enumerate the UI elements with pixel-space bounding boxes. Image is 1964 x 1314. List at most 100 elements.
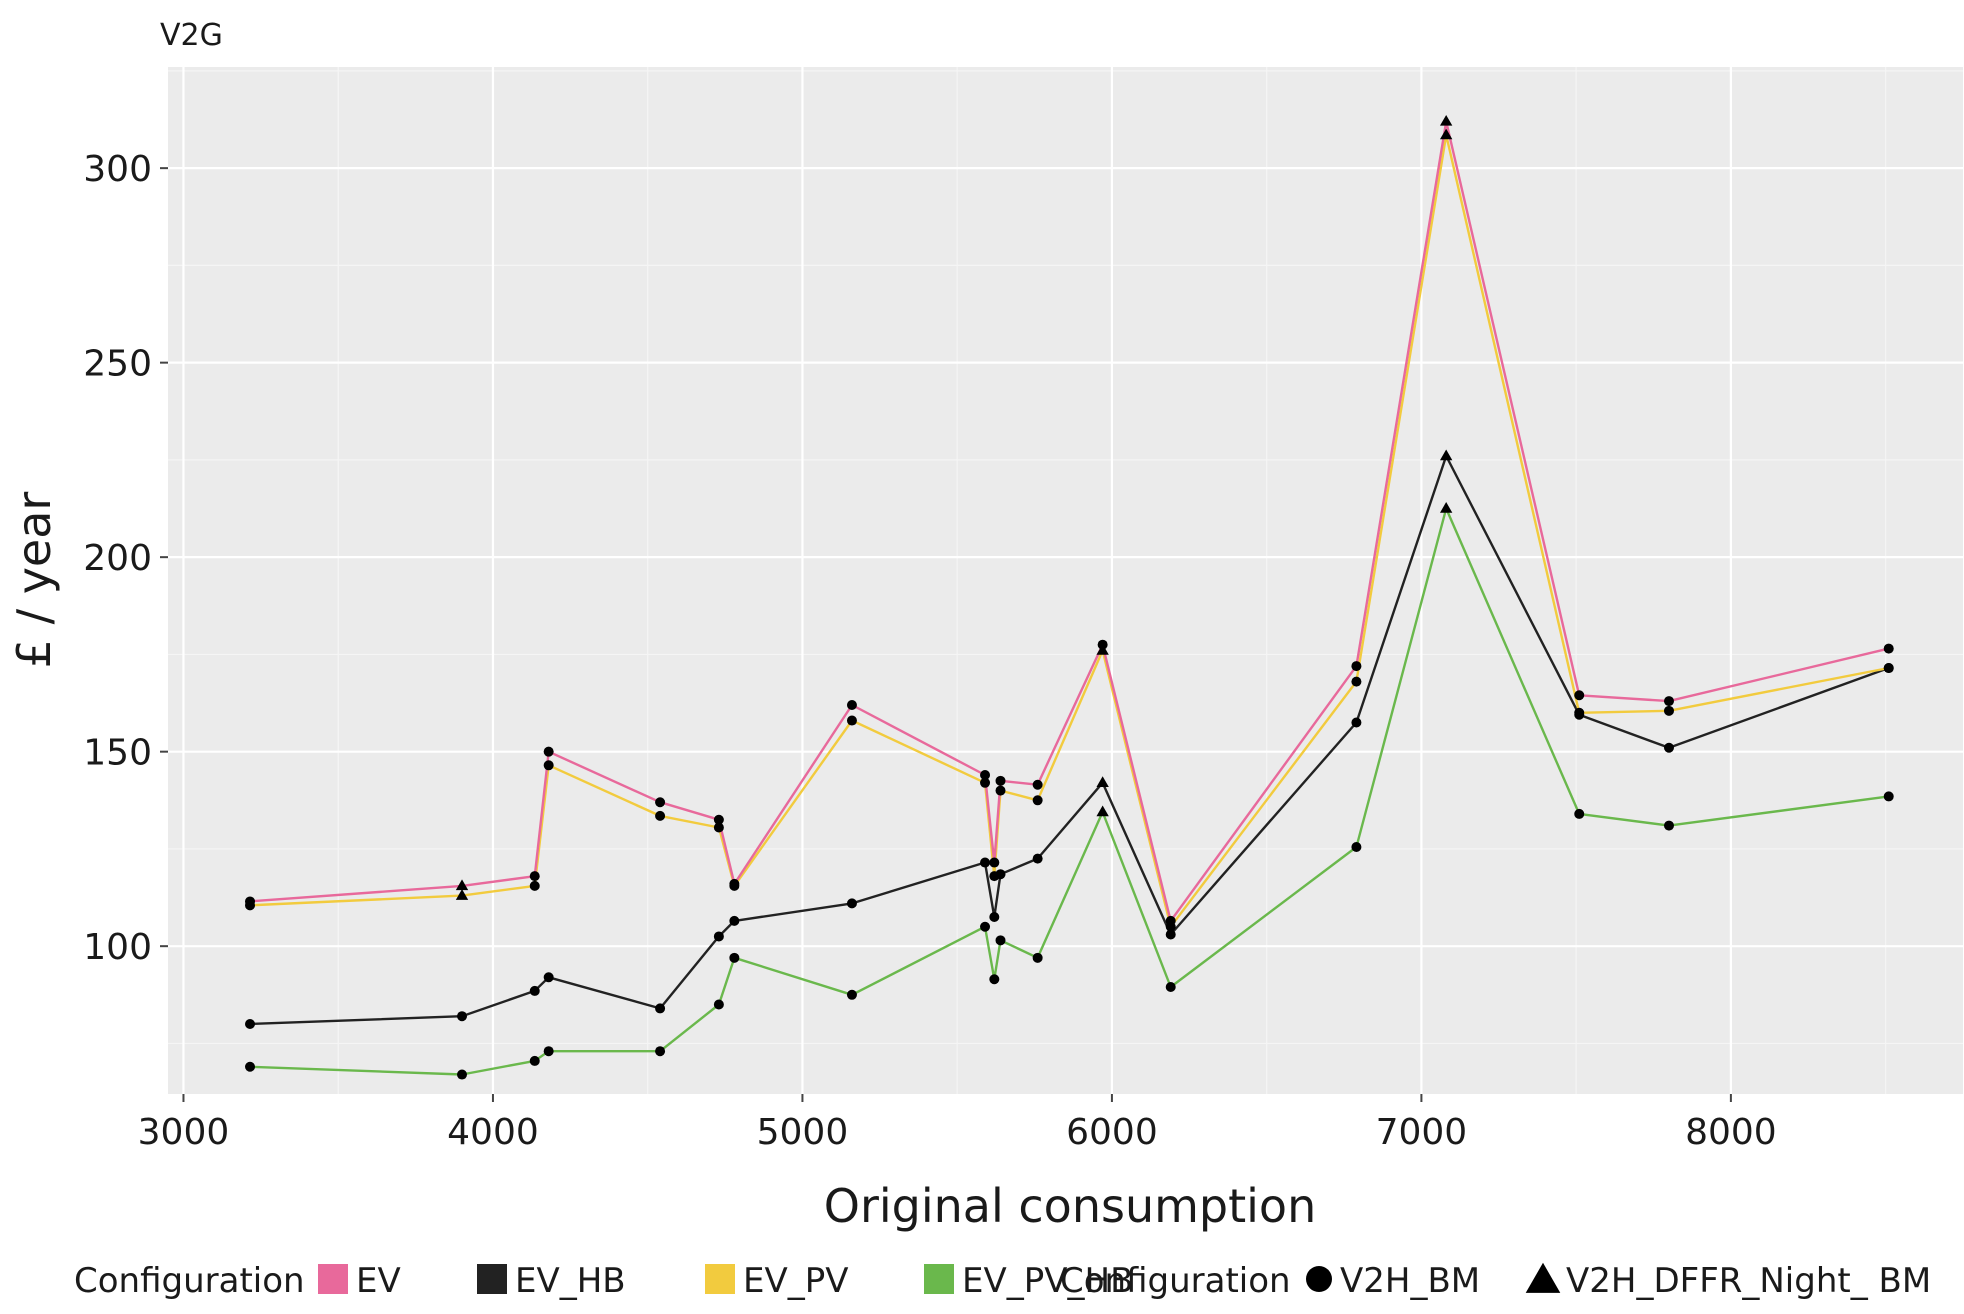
- data-point-ev-pv-hb: [713, 999, 724, 1010]
- data-point-ev-pv: [846, 715, 857, 726]
- data-point-ev-pv: [1351, 676, 1362, 687]
- data-point-ev-hb: [713, 931, 724, 942]
- data-point-ev: [245, 896, 256, 907]
- data-point-ev-pv-hb: [729, 952, 740, 963]
- legend-key-ev: [318, 1264, 348, 1294]
- data-point-ev-hb: [543, 972, 554, 983]
- legend-key-v2h-dffr-night-bm: [1525, 1262, 1561, 1293]
- data-point-ev-pv-hb: [543, 1046, 554, 1057]
- data-point-ev-pv-hb: [989, 974, 1000, 985]
- data-point-ev: [1351, 661, 1362, 672]
- y-tick-label: 200: [83, 538, 152, 579]
- data-point-ev: [1032, 779, 1043, 790]
- chart-title: V2G: [160, 18, 223, 53]
- data-point-ev-pv-hb: [1574, 808, 1585, 819]
- data-point-ev: [1165, 915, 1176, 926]
- data-point-ev-hb: [1165, 929, 1176, 940]
- data-point-ev-pv-hb: [995, 935, 1006, 946]
- data-point-ev-pv-hb: [1351, 841, 1362, 852]
- data-point-ev-pv: [989, 871, 1000, 882]
- data-point-ev-pv: [1574, 707, 1585, 718]
- data-point-ev-pv: [995, 785, 1006, 796]
- data-point-ev-pv: [655, 810, 666, 821]
- data-point-ev-hb: [846, 898, 857, 909]
- legend-label-ev: EV: [356, 1261, 401, 1301]
- data-point-ev-pv: [529, 880, 540, 891]
- data-point-ev-pv-hb: [245, 1061, 256, 1072]
- x-axis: 3000 4000 5000 6000 7000 8000: [138, 1094, 1777, 1153]
- data-point-ev-pv: [543, 760, 554, 771]
- legend-shape-title: Configuration: [1060, 1261, 1291, 1301]
- data-point-ev-hb: [457, 1011, 468, 1022]
- y-tick-label: 150: [83, 733, 152, 774]
- data-point-ev: [543, 746, 554, 757]
- data-point-ev-hb: [1096, 776, 1109, 788]
- data-point-ev-pv-hb: [1663, 820, 1674, 831]
- data-point-ev: [729, 878, 740, 889]
- x-tick-label: 8000: [1685, 1112, 1777, 1153]
- x-axis-label: Original consumption: [824, 1179, 1316, 1233]
- data-point-ev: [529, 871, 540, 882]
- data-point-ev-pv-hb: [529, 1055, 540, 1066]
- data-point-ev-pv-hb: [457, 1069, 468, 1080]
- x-tick-label: 4000: [447, 1112, 539, 1153]
- data-point-ev-pv: [455, 889, 469, 900]
- legend-key-ev-pv: [705, 1264, 735, 1294]
- data-point-ev: [1574, 690, 1585, 701]
- data-point-ev: [1097, 639, 1108, 650]
- x-tick-label: 3000: [138, 1112, 230, 1153]
- legend-label-ev-pv: EV_PV: [743, 1261, 849, 1301]
- minor-grid: [168, 67, 1963, 1094]
- data-point-ev-hb: [980, 857, 991, 868]
- x-tick-label: 7000: [1376, 1112, 1468, 1153]
- legend-key-v2h-bm: [1306, 1266, 1332, 1292]
- data-point-ev: [713, 814, 724, 825]
- data-point-ev-pv-hb: [1096, 805, 1109, 817]
- data-point-ev-pv-hb: [1032, 952, 1043, 963]
- y-axis: 100 150 200 250 300: [83, 149, 168, 968]
- data-point-ev: [1663, 696, 1674, 707]
- data-point-ev-pv: [980, 777, 991, 788]
- legend-key-ev-pv-hb: [924, 1264, 954, 1294]
- data-point-ev: [980, 770, 991, 781]
- data-point-ev-hb: [655, 1003, 666, 1014]
- legend-label-v2h-bm: V2H_BM: [1340, 1261, 1480, 1301]
- data-point-ev-pv-hb: [846, 989, 857, 1000]
- data-point-ev-pv-hb: [1439, 502, 1453, 513]
- series-points: [245, 114, 1894, 1080]
- x-tick-label: 6000: [1066, 1112, 1158, 1153]
- data-point-ev-pv: [1032, 795, 1043, 806]
- legend-label-ev-hb: EV_HB: [515, 1261, 626, 1301]
- x-tick-label: 5000: [757, 1112, 849, 1153]
- data-point-ev-pv-hb: [980, 921, 991, 932]
- data-point-ev-hb: [989, 911, 1000, 922]
- data-point-ev-pv: [1883, 663, 1894, 674]
- data-point-ev: [1883, 643, 1894, 654]
- y-tick-label: 100: [83, 927, 152, 968]
- legend-key-ev-hb: [477, 1264, 507, 1294]
- legend: Configuration EV EV_HB EV_PV EV_PV_HBConfigu…: [74, 1261, 1931, 1301]
- legend-label-v2h-dffr-night-bm: V2H_DFFR_Night_ BM: [1566, 1261, 1931, 1301]
- data-point-ev-pv-hb: [655, 1046, 666, 1057]
- legend-color-title: Configuration: [74, 1261, 305, 1301]
- data-point-ev-hb: [1032, 853, 1043, 864]
- data-point-ev-hb: [245, 1018, 256, 1029]
- data-point-ev-hb: [1663, 742, 1674, 753]
- data-point-ev: [455, 879, 469, 891]
- y-tick-label: 300: [83, 149, 152, 190]
- major-grid: [168, 67, 1963, 1094]
- data-point-ev-hb: [729, 915, 740, 926]
- data-point-ev-hb: [1351, 717, 1362, 728]
- data-point-ev-pv: [713, 822, 724, 833]
- data-point-ev: [655, 797, 666, 808]
- data-point-ev-hb: [1439, 449, 1453, 461]
- data-point-ev: [846, 699, 857, 710]
- y-axis-label: £ / year: [7, 492, 61, 669]
- data-point-ev-pv: [1439, 128, 1453, 140]
- data-point-ev: [995, 775, 1006, 786]
- data-point-ev-pv-hb: [1165, 982, 1176, 993]
- data-point-ev: [1439, 114, 1453, 126]
- data-point-ev: [989, 857, 1000, 868]
- y-tick-label: 250: [83, 344, 152, 385]
